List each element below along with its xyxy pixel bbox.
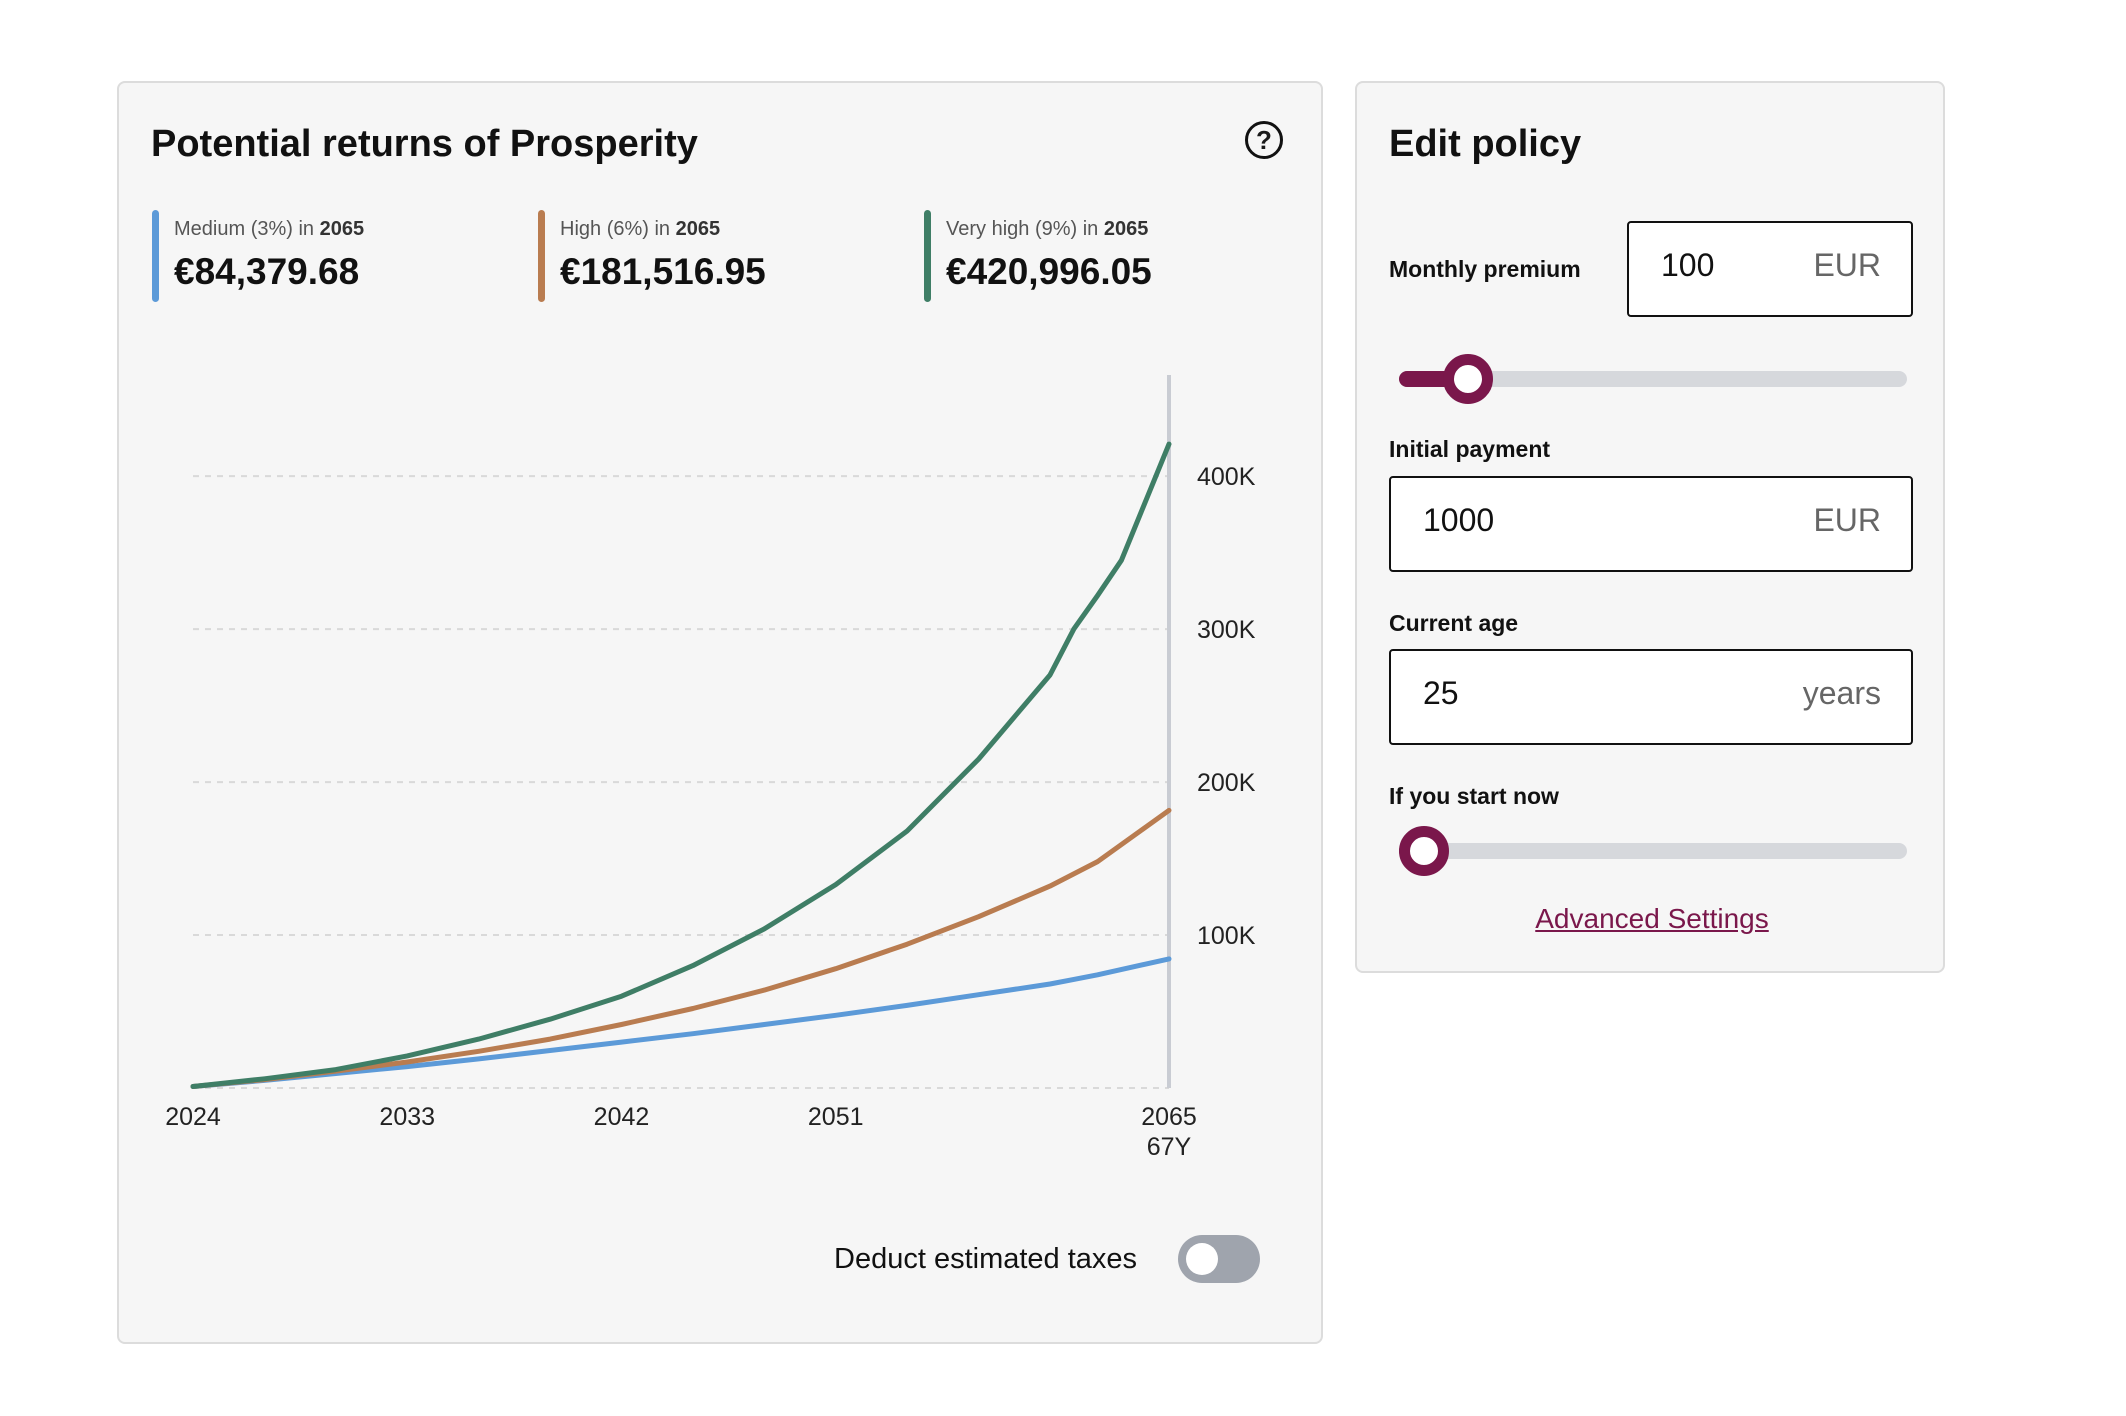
series-line-0 xyxy=(190,956,1172,1089)
legend-very-high-label: Very high (9%) in 2065 xyxy=(946,218,1149,240)
deduct-taxes-label: Deduct estimated taxes xyxy=(834,1243,1138,1275)
monthly-premium-slider[interactable] xyxy=(1399,354,1907,404)
deduct-taxes-toggle[interactable] xyxy=(1178,1235,1260,1283)
series-line-1 xyxy=(190,807,1172,1089)
current-age-input[interactable]: 25 years xyxy=(1389,649,1913,745)
edit-policy-title: Edit policy xyxy=(1389,123,1582,165)
legend-very-high-color-bar xyxy=(924,210,931,302)
y-tick-label: 300K xyxy=(1197,616,1256,644)
legend-medium: Medium (3%) in 2065 €84,379.68 xyxy=(152,210,364,302)
y-tick-label: 200K xyxy=(1197,769,1256,797)
legend-high-color-bar xyxy=(538,210,545,302)
x-tick-label: 2042 xyxy=(594,1103,650,1131)
monthly-premium-unit: EUR xyxy=(1813,247,1881,283)
y-tick-label: 100K xyxy=(1197,922,1256,950)
x-tick-label: 2051 xyxy=(808,1103,864,1131)
monthly-premium-value: 100 xyxy=(1661,247,1715,283)
returns-title: Potential returns of Prosperity xyxy=(151,123,698,165)
toggle-knob xyxy=(1186,1243,1218,1275)
legend-high: High (6%) in 2065 €181,516.95 xyxy=(538,210,766,302)
legend-high-label: High (6%) in 2065 xyxy=(560,218,721,240)
start-now-slider[interactable] xyxy=(1399,826,1907,876)
current-age-value: 25 xyxy=(1423,675,1459,711)
legend-very-high-value: €420,996.05 xyxy=(946,251,1152,292)
legend-very-high: Very high (9%) in 2065 €420,996.05 xyxy=(924,210,1152,302)
legend-medium-color-bar xyxy=(152,210,159,302)
initial-payment-input[interactable]: 1000 EUR xyxy=(1389,476,1913,572)
x-tick-label: 2033 xyxy=(379,1103,435,1131)
start-now-label: If you start now xyxy=(1389,783,1559,809)
initial-payment-label: Initial payment xyxy=(1389,436,1551,462)
legend-high-value: €181,516.95 xyxy=(560,251,766,292)
series-line-2 xyxy=(190,441,1172,1089)
monthly-premium-label: Monthly premium xyxy=(1389,256,1581,282)
x-tick-label: 2065 xyxy=(1141,1103,1197,1131)
y-tick-label: 400K xyxy=(1197,463,1256,491)
slider-thumb[interactable] xyxy=(1399,826,1449,876)
edit-policy-card: Edit policy Monthly premium 100 EUR Init… xyxy=(1355,81,1945,973)
monthly-premium-input[interactable]: 100 EUR xyxy=(1627,221,1913,317)
current-age-unit: years xyxy=(1802,675,1881,711)
initial-payment-unit: EUR xyxy=(1813,502,1881,538)
slider-thumb[interactable] xyxy=(1442,354,1493,404)
question-circle-icon[interactable]: ? xyxy=(1245,121,1283,159)
advanced-settings-link[interactable]: Advanced Settings xyxy=(1535,903,1769,934)
initial-payment-value: 1000 xyxy=(1423,502,1495,538)
legend-medium-value: €84,379.68 xyxy=(174,251,360,292)
x-tick-label: 2024 xyxy=(165,1103,221,1131)
legend-medium-label: Medium (3%) in 2065 xyxy=(174,218,365,240)
returns-card: Potential returns of Prosperity ? Medium… xyxy=(117,81,1323,1344)
x-end-age-label: 67Y xyxy=(1147,1133,1192,1161)
current-age-label: Current age xyxy=(1389,610,1519,636)
